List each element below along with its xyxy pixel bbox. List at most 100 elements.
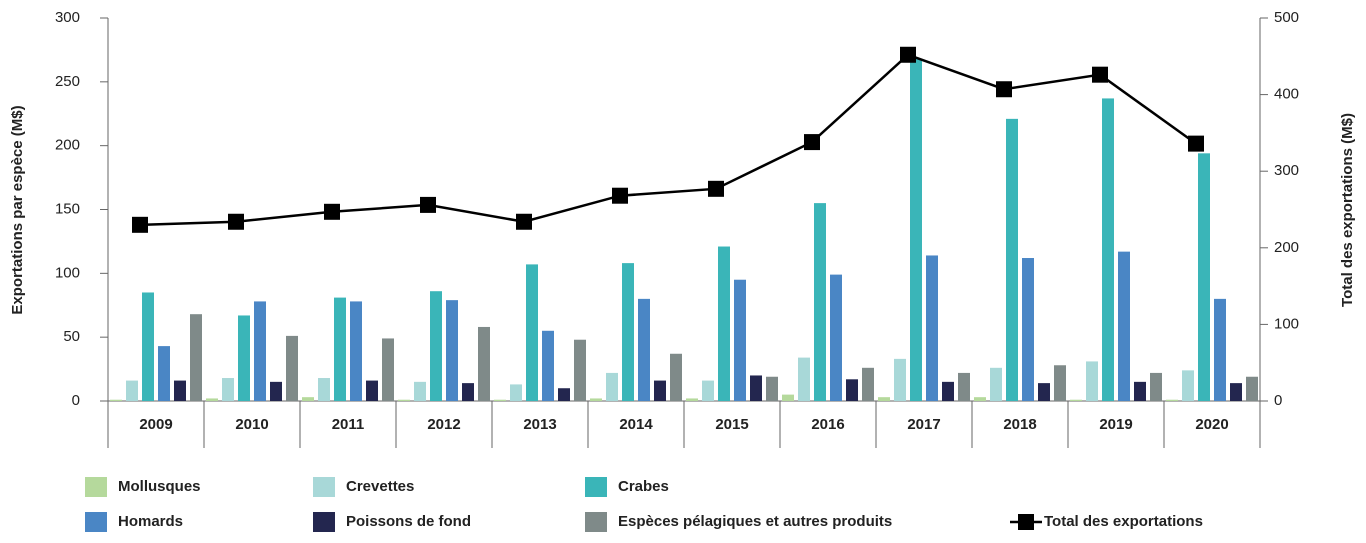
y2-tick-label: 100 [1274, 315, 1299, 332]
bar [126, 380, 138, 401]
bar [238, 315, 250, 401]
bar [750, 375, 762, 401]
legend-label: Poissons de fond [346, 513, 471, 530]
x-tick-label: 2012 [427, 416, 460, 433]
x-tick-label: 2019 [1099, 416, 1132, 433]
bar [1214, 298, 1226, 401]
x-tick-label: 2020 [1195, 416, 1228, 433]
legend-swatch [585, 512, 607, 532]
bar [830, 274, 842, 401]
bar [1246, 376, 1258, 401]
bar [910, 58, 922, 401]
total-marker [516, 213, 532, 230]
y2-tick-label: 200 [1274, 239, 1299, 256]
bar [190, 314, 202, 401]
y-tick-label: 300 [55, 9, 80, 26]
bar [1102, 98, 1114, 402]
bar [222, 378, 234, 401]
bar [526, 264, 538, 401]
bar [366, 380, 378, 401]
legend-swatch [585, 477, 607, 497]
bar [1166, 399, 1178, 401]
legend-marker [1018, 514, 1034, 530]
x-tick-label: 2013 [523, 416, 556, 433]
x-tick-label: 2011 [332, 416, 365, 433]
bar [510, 384, 522, 401]
legend-label: Total des exportations [1044, 513, 1203, 530]
y-axis-label: Exportations par espèce (M$) [9, 105, 26, 314]
bar [446, 300, 458, 401]
bar [1054, 365, 1066, 401]
total-line [139, 53, 1197, 227]
bar [302, 397, 314, 401]
y-tick-label: 200 [55, 137, 80, 154]
bar [382, 338, 394, 401]
x-tick-label: 2009 [139, 416, 172, 433]
bar [1118, 251, 1130, 401]
bar [958, 372, 970, 401]
bar [350, 301, 362, 401]
bar [542, 330, 554, 401]
x-tick-label: 2015 [715, 416, 748, 433]
total-marker [804, 134, 820, 151]
x-tick-label: 2017 [907, 416, 940, 433]
bar [942, 381, 954, 401]
legend-swatch [313, 477, 335, 497]
total-marker [420, 196, 436, 213]
bar [1182, 370, 1194, 401]
bar [1230, 383, 1242, 401]
bar [398, 399, 410, 401]
y2-tick-label: 0 [1274, 392, 1282, 409]
total-marker [324, 203, 340, 220]
bar [846, 379, 858, 401]
bar [334, 297, 346, 401]
bar [1134, 381, 1146, 401]
bar [798, 357, 810, 401]
bar [254, 301, 266, 401]
total-marker [1188, 135, 1204, 152]
bar [590, 398, 602, 401]
total-marker [132, 216, 148, 233]
bar [990, 367, 1002, 401]
total-marker [1092, 66, 1108, 83]
total-marker [228, 213, 244, 230]
bar [1038, 383, 1050, 401]
bar [110, 399, 122, 401]
y2-tick-label: 400 [1274, 86, 1299, 103]
bar [1006, 118, 1018, 402]
bar [622, 263, 634, 401]
bar [574, 339, 586, 401]
y-tick-label: 50 [63, 328, 80, 345]
y-tick-label: 100 [55, 264, 80, 281]
bar [862, 367, 874, 401]
y2-tick-label: 300 [1274, 162, 1299, 179]
legend-label: Homards [118, 513, 183, 530]
bar [686, 398, 698, 401]
bar [206, 398, 218, 401]
bar [606, 372, 618, 401]
legend-swatch [85, 512, 107, 532]
bar [734, 279, 746, 401]
bar [1070, 399, 1082, 401]
bar [974, 397, 986, 401]
y-tick-label: 150 [55, 200, 80, 217]
bar [1086, 361, 1098, 401]
total-marker [708, 180, 724, 197]
legend-label: Crevettes [346, 478, 414, 495]
bar [782, 394, 794, 401]
legend-swatch [85, 477, 107, 497]
bar [558, 388, 570, 401]
y-tick-label: 250 [55, 73, 80, 90]
bar [702, 380, 714, 401]
bar [878, 397, 890, 401]
bar [478, 326, 490, 401]
total-marker [612, 187, 628, 204]
bar [430, 291, 442, 401]
bar [814, 203, 826, 401]
bar [494, 399, 506, 401]
bar [462, 383, 474, 401]
bar [670, 353, 682, 401]
legend-label: Espèces pélagiques et autres produits [618, 513, 892, 530]
